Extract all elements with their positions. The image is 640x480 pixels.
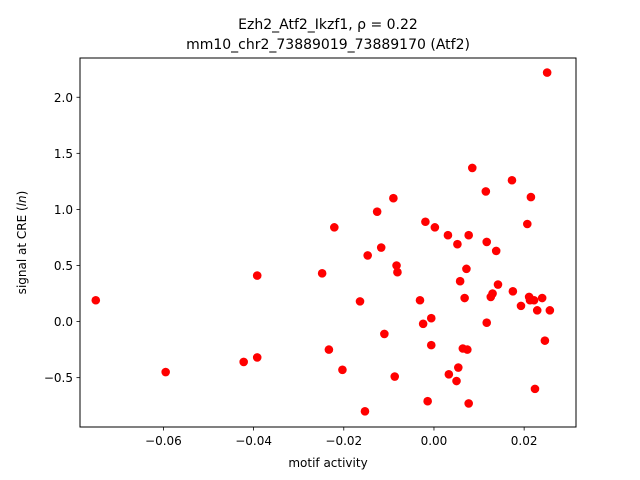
data-point-54 (530, 384, 540, 394)
data-point-39 (481, 187, 491, 196)
data-point-6 (324, 345, 334, 354)
data-point-59 (545, 306, 555, 315)
data-point-29 (453, 239, 462, 249)
chart-title-line1: Ezh2_Atf2_Ikzf1, ρ = 0.22 (238, 17, 418, 33)
x-tick-label: 0.02 (511, 434, 538, 448)
x-axis-ticks: −0.06 −0.04 −0.02 0.00 0.02 (145, 427, 538, 448)
data-point-1 (161, 367, 170, 377)
data-point-18 (393, 267, 402, 277)
x-tick-label: 0.00 (421, 434, 448, 448)
x-tick-label: −0.02 (325, 434, 362, 448)
y-axis-label: signal at CRE (ln) (15, 191, 29, 295)
data-point-19 (415, 295, 425, 305)
data-point-20 (418, 319, 428, 329)
data-point-56 (537, 293, 547, 303)
data-point-44 (491, 246, 501, 256)
y-tick-label: 2.0 (54, 91, 73, 105)
data-point-3 (252, 353, 262, 362)
data-point-2 (239, 357, 248, 367)
data-point-45 (493, 280, 503, 289)
y-axis-label-suffix: ) (15, 191, 29, 196)
data-point-28 (452, 376, 461, 386)
data-point-31 (455, 276, 465, 286)
data-point-49 (523, 219, 532, 229)
data-point-48 (516, 301, 526, 311)
data-point-58 (542, 68, 552, 77)
data-point-37 (464, 399, 473, 408)
data-point-53 (529, 295, 539, 305)
data-point-24 (426, 340, 436, 350)
data-point-40 (482, 237, 492, 247)
data-point-21 (421, 217, 430, 227)
data-point-26 (443, 230, 453, 240)
data-point-41 (482, 318, 492, 327)
data-point-47 (508, 286, 518, 296)
data-point-17 (392, 261, 401, 270)
data-point-43 (488, 289, 497, 298)
data-point-38 (467, 163, 477, 173)
data-point-33 (460, 293, 469, 303)
title-text: Ezh2_Atf2_Ikzf1, (238, 17, 357, 33)
data-point-7 (330, 223, 339, 232)
data-point-15 (389, 193, 398, 203)
data-point-13 (376, 243, 386, 252)
y-axis-label-prefix: signal at CRE ( (15, 206, 29, 294)
title-rho: ρ = 0.22 (357, 17, 418, 33)
data-point-5 (317, 269, 327, 278)
y-axis-label-italic: ln (15, 195, 29, 206)
data-point-22 (423, 396, 432, 406)
data-point-23 (426, 313, 436, 323)
y-axis-ticks: −0.5 0.0 0.5 1.0 1.5 2.0 (44, 91, 80, 385)
data-point-12 (372, 207, 382, 216)
data-point-0 (91, 295, 101, 305)
data-point-4 (252, 271, 262, 280)
data-points (91, 68, 555, 416)
data-point-52 (526, 192, 536, 202)
data-point-34 (462, 264, 471, 274)
x-tick-label: −0.06 (145, 434, 182, 448)
data-point-16 (390, 372, 400, 381)
data-point-36 (464, 230, 473, 240)
chart-title-line2: mm10_chr2_73889019_73889170 (Atf2) (186, 37, 470, 53)
data-point-14 (380, 329, 389, 339)
y-tick-label: 0.5 (54, 259, 73, 273)
y-tick-label: 1.5 (54, 147, 73, 161)
data-point-11 (363, 251, 372, 260)
data-point-27 (444, 369, 454, 379)
data-point-30 (454, 363, 463, 372)
data-point-8 (338, 365, 347, 375)
data-point-35 (463, 345, 472, 354)
data-point-57 (540, 336, 550, 345)
y-tick-label: −0.5 (44, 371, 73, 385)
y-tick-label: 0.0 (54, 315, 73, 329)
plot-area-frame (79, 57, 577, 428)
data-point-9 (355, 297, 365, 306)
y-tick-label: 1.0 (54, 203, 73, 217)
x-tick-label: −0.04 (235, 434, 272, 448)
x-axis-label: motif activity (288, 456, 367, 470)
data-point-46 (507, 175, 517, 185)
data-point-25 (430, 223, 440, 232)
data-point-10 (360, 407, 370, 416)
data-point-55 (532, 306, 542, 315)
